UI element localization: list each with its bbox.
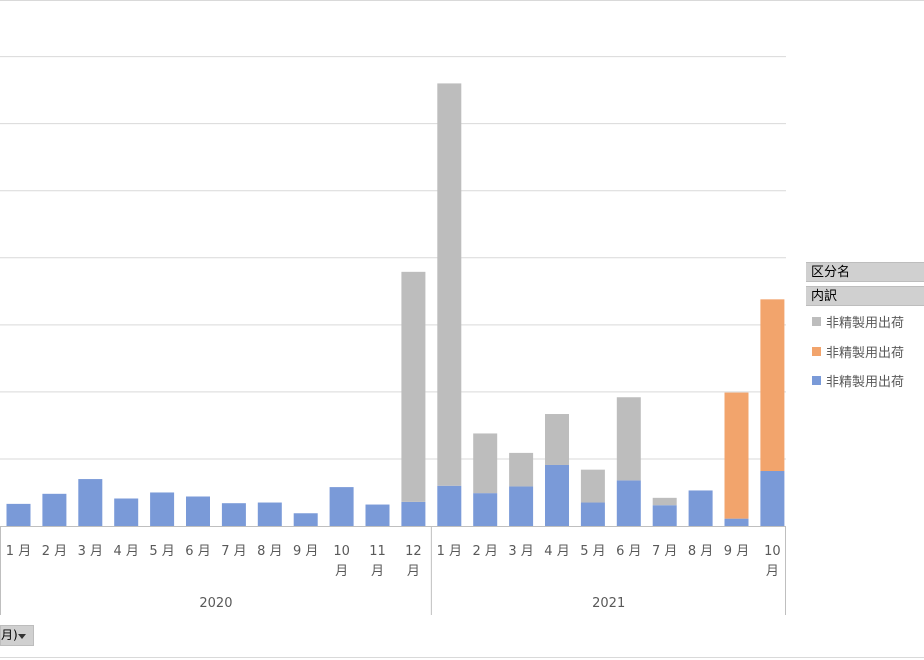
legend-swatch-orange bbox=[812, 347, 821, 356]
x-group-label: 2021 bbox=[592, 596, 625, 611]
bar-segment bbox=[652, 505, 677, 526]
bar-segment bbox=[401, 271, 426, 502]
bar-segment bbox=[509, 452, 534, 487]
bar-segment bbox=[473, 493, 498, 526]
legend-item-blue[interactable]: 非精製用出荷 bbox=[812, 375, 904, 391]
bar-segment bbox=[545, 464, 569, 526]
legend-item-label: 非精製用出荷 bbox=[826, 316, 905, 331]
x-tick-label: 5 月 bbox=[580, 544, 605, 559]
bar-segment bbox=[760, 471, 785, 526]
bar-segment bbox=[401, 501, 426, 526]
legend-header-label: 区分名 bbox=[811, 265, 851, 280]
x-tick-label: 月 bbox=[335, 564, 348, 579]
x-group-label: 2020 bbox=[199, 596, 232, 611]
x-tick-label: 9 月 bbox=[293, 544, 318, 559]
bar-segment bbox=[616, 397, 641, 481]
x-tick-label: 8 月 bbox=[257, 544, 282, 559]
x-tick-label: 月 bbox=[371, 564, 384, 579]
x-tick-label: 7 月 bbox=[652, 544, 677, 559]
bar-segment bbox=[114, 498, 139, 526]
field-filter-button[interactable]: 月) bbox=[0, 625, 34, 646]
bar-segment bbox=[186, 496, 210, 526]
bar-segment bbox=[652, 497, 677, 506]
bar-segment bbox=[78, 479, 103, 526]
x-tick-label: 2 月 bbox=[472, 544, 497, 559]
bar-segment bbox=[580, 502, 605, 526]
bar-segment bbox=[6, 503, 31, 526]
stacked-bar-chart: 1 月 2 月 3 月 4 月 5 月 6 月 7 月 8 月 9 月 10 月 11 月 12 月 1 月 2… bbox=[0, 56, 786, 615]
frame-bottom-border bbox=[0, 657, 924, 658]
x-tick-label: 9 月 bbox=[724, 544, 749, 559]
frame-top-border bbox=[0, 0, 924, 1]
bar-segment bbox=[293, 513, 318, 526]
x-tick-label: 1 月 bbox=[6, 544, 31, 559]
legend-item-label: 非精製用出荷 bbox=[826, 346, 905, 361]
bar-segment bbox=[724, 392, 749, 519]
bar-segment bbox=[760, 299, 785, 472]
bar-segment bbox=[580, 469, 605, 503]
x-tick-label: 10 bbox=[333, 544, 350, 559]
bar-segment bbox=[473, 433, 498, 494]
x-tick-label: 4 月 bbox=[544, 544, 569, 559]
bar-segment bbox=[688, 490, 713, 526]
bar-segment bbox=[329, 487, 354, 526]
bar-segment bbox=[221, 503, 246, 526]
x-tick-label: 3 月 bbox=[78, 544, 103, 559]
bar-segment bbox=[616, 480, 641, 526]
bar-segment bbox=[150, 492, 175, 526]
x-tick-label: 4 月 bbox=[113, 544, 138, 559]
legend-subheader-label: 内訳 bbox=[811, 289, 838, 304]
bar-segment bbox=[257, 502, 282, 526]
bar-segment bbox=[509, 486, 534, 526]
legend-item-label: 非精製用出荷 bbox=[826, 375, 905, 390]
legend-field-subheader[interactable]: 内訳 bbox=[806, 286, 924, 306]
bar-segment bbox=[437, 485, 462, 526]
x-tick-label: 3 月 bbox=[508, 544, 533, 559]
legend-swatch-blue bbox=[812, 376, 821, 385]
dropdown-arrow-icon bbox=[18, 634, 26, 639]
legend-item-gray[interactable]: 非精製用出荷 bbox=[812, 316, 904, 332]
x-tick-label: 2 月 bbox=[42, 544, 67, 559]
legend-field-header[interactable]: 区分名 bbox=[806, 262, 924, 282]
x-tick-label: 6 月 bbox=[616, 544, 641, 559]
x-tick-label: 8 月 bbox=[688, 544, 713, 559]
x-tick-label: 6 月 bbox=[185, 544, 210, 559]
x-tick-label: 月 bbox=[407, 564, 420, 579]
x-tick-label: 月 bbox=[766, 564, 779, 579]
x-tick-label: 11 bbox=[369, 544, 386, 559]
filter-button-label: 月) bbox=[1, 628, 18, 642]
x-tick-label: 5 月 bbox=[149, 544, 174, 559]
x-tick-label: 12 bbox=[405, 544, 422, 559]
x-tick-label: 7 月 bbox=[221, 544, 246, 559]
bar-segment bbox=[724, 518, 749, 526]
legend-item-orange[interactable]: 非精製用出荷 bbox=[812, 346, 904, 362]
bar-segment bbox=[42, 493, 67, 526]
x-tick-label: 1 月 bbox=[437, 544, 462, 559]
bar-segment bbox=[365, 504, 390, 526]
legend-swatch-gray bbox=[812, 317, 821, 326]
bar-segment bbox=[437, 83, 462, 486]
x-tick-label: 10 bbox=[764, 544, 781, 559]
bar-segment bbox=[545, 414, 569, 465]
